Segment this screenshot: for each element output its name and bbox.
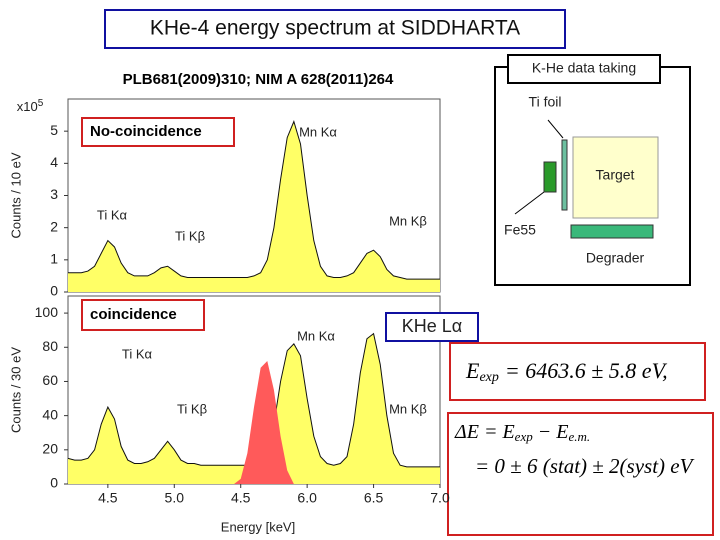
peak-annotation: Ti Kβ bbox=[175, 228, 205, 243]
area bbox=[234, 360, 294, 484]
x-tick-label: 7.0 bbox=[430, 490, 450, 506]
eq-part: − E bbox=[533, 421, 569, 443]
line bbox=[68, 120, 440, 280]
y-tick-label: 40 bbox=[42, 406, 58, 422]
result-symbol: E bbox=[465, 358, 480, 383]
x-tick-label: 6.0 bbox=[297, 490, 317, 506]
area bbox=[68, 333, 440, 484]
difference-line: ΔE = Eexp − Ee.m. bbox=[454, 421, 590, 444]
peak-box bbox=[385, 312, 479, 342]
source bbox=[543, 161, 557, 193]
area bbox=[68, 121, 440, 293]
setup-label: Fe55 bbox=[504, 222, 536, 238]
result-box bbox=[449, 342, 706, 401]
y-tick-label: 60 bbox=[42, 372, 58, 388]
result-rest: = 6463.6 ± 5.8 eV, bbox=[505, 358, 668, 383]
result-subscript: exp bbox=[479, 370, 498, 385]
eq-part: ΔE = E bbox=[454, 421, 515, 443]
x-tick-label: 5.0 bbox=[165, 490, 185, 506]
degrader bbox=[570, 224, 654, 239]
y-axis-label: Counts / 10 eV bbox=[8, 152, 23, 238]
y-tick-label: 80 bbox=[42, 338, 58, 354]
panel-label: coincidence bbox=[90, 306, 177, 323]
peak-annotation: Mn Kα bbox=[297, 328, 335, 343]
setup-header-box bbox=[507, 54, 661, 84]
peak-annotation: Ti Kβ bbox=[177, 401, 207, 416]
difference-box bbox=[447, 412, 714, 536]
setup-label: Degrader bbox=[586, 250, 645, 266]
peak-annotation: Ti Kα bbox=[97, 207, 128, 222]
panel-box bbox=[81, 117, 235, 147]
y-tick-label: 1 bbox=[50, 251, 58, 267]
y-exponent: x105 bbox=[17, 98, 44, 115]
peak-annotation: Mn Kα bbox=[299, 124, 337, 139]
peak-label: KHe Lα bbox=[402, 316, 462, 336]
peak-annotation: Ti Kα bbox=[122, 346, 153, 361]
title-box bbox=[104, 9, 566, 49]
x-tick-label: 4.5 bbox=[231, 490, 251, 506]
y-tick-label: 3 bbox=[50, 186, 58, 202]
setup-label: Ti foil bbox=[529, 94, 562, 110]
exponent-base: x10 bbox=[17, 99, 38, 114]
difference-line: = 0 ± 6 (stat) ± 2(syst) eV bbox=[475, 454, 695, 478]
y-tick-label: 20 bbox=[42, 441, 58, 457]
setup-label: Target bbox=[596, 167, 635, 183]
target bbox=[572, 136, 659, 219]
reference: PLB681(2009)310; NIM A 628(2011)264 bbox=[123, 71, 394, 88]
y-tick-label: 0 bbox=[50, 475, 58, 491]
y-axis-label: Counts / 30 eV bbox=[8, 347, 23, 433]
result: Eexp = 6463.6 ± 5.8 eV, bbox=[465, 358, 668, 385]
eq-sub: e.m. bbox=[568, 429, 590, 444]
exponent-power: 5 bbox=[38, 98, 44, 109]
ti-foil bbox=[561, 139, 568, 211]
panel-label: No-coincidence bbox=[90, 123, 202, 140]
y-tick-label: 5 bbox=[50, 122, 58, 138]
panel-box bbox=[81, 299, 205, 331]
x-tick-label: 4.5 bbox=[98, 490, 118, 506]
x-tick-label: 6.5 bbox=[364, 490, 384, 506]
setup-header: K-He data taking bbox=[532, 60, 636, 76]
title: KHe-4 energy spectrum at SIDDHARTA bbox=[150, 17, 520, 40]
y-tick-label: 0 bbox=[50, 283, 58, 299]
x-axis-label: Energy [keV] bbox=[221, 519, 295, 534]
peak-annotation: Mn Kβ bbox=[389, 213, 427, 228]
peak-annotation: Mn Kβ bbox=[389, 401, 427, 416]
arrow bbox=[514, 191, 545, 215]
y-tick-label: 4 bbox=[50, 154, 58, 170]
eq-sub: exp bbox=[515, 429, 534, 444]
y-tick-label: 2 bbox=[50, 218, 58, 234]
arrow bbox=[547, 119, 564, 139]
y-tick-label: 100 bbox=[35, 304, 59, 320]
